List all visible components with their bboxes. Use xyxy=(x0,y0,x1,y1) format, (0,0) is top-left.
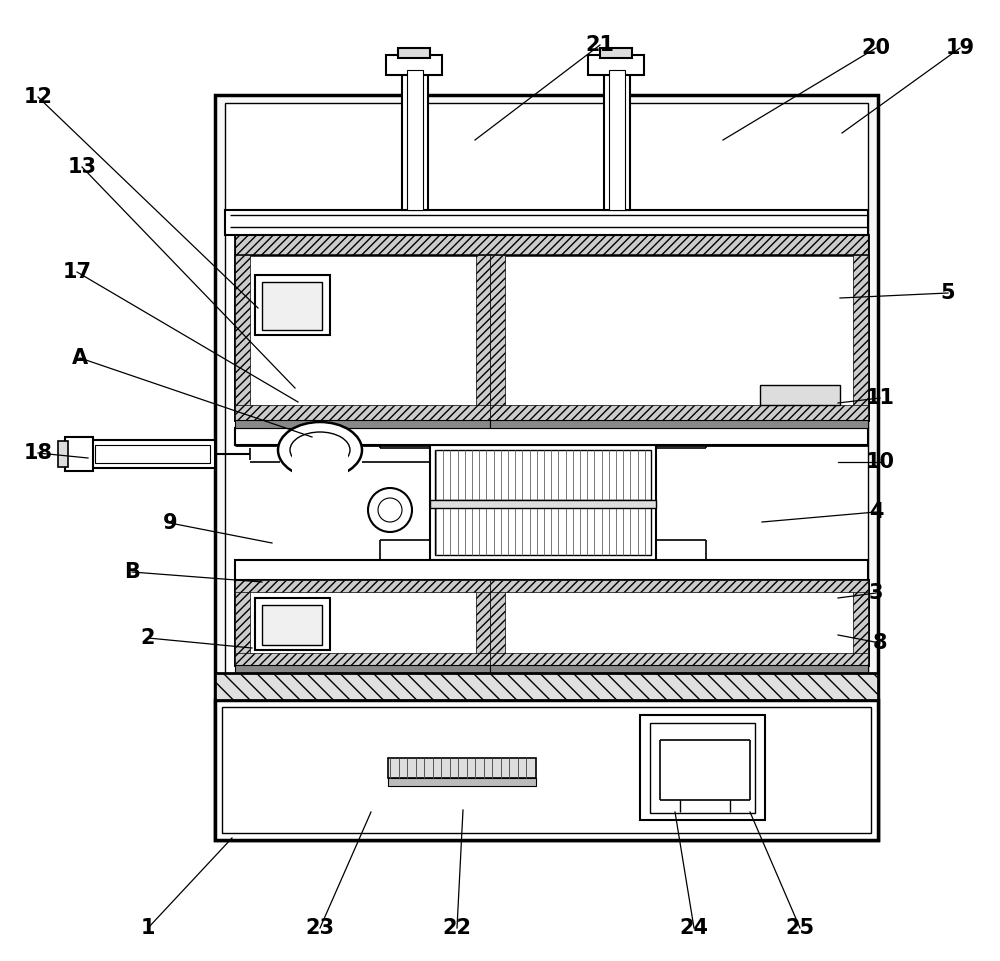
Bar xyxy=(262,282,322,330)
Bar xyxy=(262,605,322,645)
Bar xyxy=(600,48,632,58)
Bar xyxy=(476,580,490,665)
Bar xyxy=(65,437,93,471)
Text: 24: 24 xyxy=(680,918,708,938)
Text: 4: 4 xyxy=(869,502,883,522)
Ellipse shape xyxy=(290,432,350,468)
Bar xyxy=(490,255,868,420)
Text: 22: 22 xyxy=(442,918,472,938)
Bar xyxy=(215,673,878,700)
Bar xyxy=(650,723,755,813)
Bar xyxy=(476,255,490,420)
Bar xyxy=(490,580,868,665)
Bar xyxy=(407,70,423,210)
Text: 23: 23 xyxy=(306,918,334,938)
Text: A: A xyxy=(72,348,88,368)
Bar xyxy=(235,580,490,592)
Bar xyxy=(490,580,505,665)
Bar xyxy=(292,452,348,488)
Bar xyxy=(215,700,878,840)
Text: 18: 18 xyxy=(24,443,52,463)
Text: 10: 10 xyxy=(866,452,895,472)
Bar xyxy=(430,500,656,508)
Text: 5: 5 xyxy=(941,283,955,303)
Text: 20: 20 xyxy=(862,38,891,58)
Ellipse shape xyxy=(378,498,402,522)
Bar xyxy=(90,440,215,468)
Bar xyxy=(235,580,250,665)
Bar xyxy=(609,70,625,210)
Bar xyxy=(490,255,505,420)
Bar xyxy=(435,450,651,500)
Bar xyxy=(235,405,490,420)
Bar xyxy=(435,505,651,555)
Bar xyxy=(388,758,536,778)
Bar xyxy=(235,420,490,428)
Bar xyxy=(58,441,68,467)
Bar xyxy=(235,235,868,420)
Bar xyxy=(215,95,878,840)
Bar xyxy=(255,275,330,335)
Bar xyxy=(402,65,428,210)
Text: 13: 13 xyxy=(68,157,96,177)
Bar xyxy=(386,55,442,75)
Text: 12: 12 xyxy=(24,87,52,107)
Bar xyxy=(490,580,868,592)
Text: 25: 25 xyxy=(785,918,815,938)
Bar xyxy=(430,445,656,560)
Bar xyxy=(235,665,490,673)
Text: 1: 1 xyxy=(141,918,155,938)
Text: 21: 21 xyxy=(586,35,614,55)
Bar xyxy=(490,405,868,420)
Bar xyxy=(235,235,868,255)
Bar xyxy=(235,255,490,420)
Bar xyxy=(853,580,868,665)
Bar xyxy=(235,255,250,420)
Text: 17: 17 xyxy=(62,262,92,282)
Bar xyxy=(255,598,330,650)
Bar xyxy=(235,653,490,665)
Text: 9: 9 xyxy=(163,513,177,533)
Text: 19: 19 xyxy=(945,38,975,58)
Bar xyxy=(235,560,868,580)
Bar xyxy=(95,445,210,463)
Bar xyxy=(588,55,644,75)
Bar xyxy=(604,65,630,210)
Bar xyxy=(490,420,868,428)
Text: B: B xyxy=(124,562,140,582)
Text: 11: 11 xyxy=(866,388,895,408)
Text: 3: 3 xyxy=(869,583,883,603)
Ellipse shape xyxy=(278,422,362,478)
Bar xyxy=(490,653,868,665)
Bar xyxy=(222,707,871,833)
Bar xyxy=(235,580,868,665)
Bar xyxy=(225,210,868,235)
Bar xyxy=(388,778,536,786)
Bar xyxy=(225,103,868,830)
Bar xyxy=(760,385,840,405)
Ellipse shape xyxy=(368,488,412,532)
Bar xyxy=(853,255,868,420)
Bar xyxy=(398,48,430,58)
Bar xyxy=(640,715,765,820)
Text: 2: 2 xyxy=(141,628,155,648)
Text: 8: 8 xyxy=(873,633,887,653)
Bar xyxy=(490,665,868,673)
Bar xyxy=(235,580,490,665)
Bar xyxy=(235,428,868,445)
